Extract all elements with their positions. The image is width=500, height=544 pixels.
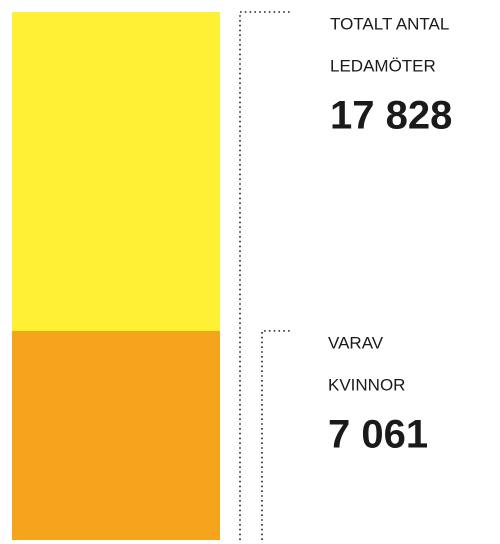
- label-line: KVINNOR: [328, 375, 405, 394]
- bar-segment: [12, 330, 220, 540]
- leader-line: [239, 11, 292, 540]
- value-label: 17 828: [330, 94, 452, 138]
- label-line: VARAV: [328, 333, 384, 352]
- value-label: 7 061: [328, 412, 428, 456]
- label-line: LEDAMÖTER: [330, 56, 436, 75]
- label-line: TOTALT ANTAL: [330, 14, 449, 33]
- leader-line: [261, 330, 292, 540]
